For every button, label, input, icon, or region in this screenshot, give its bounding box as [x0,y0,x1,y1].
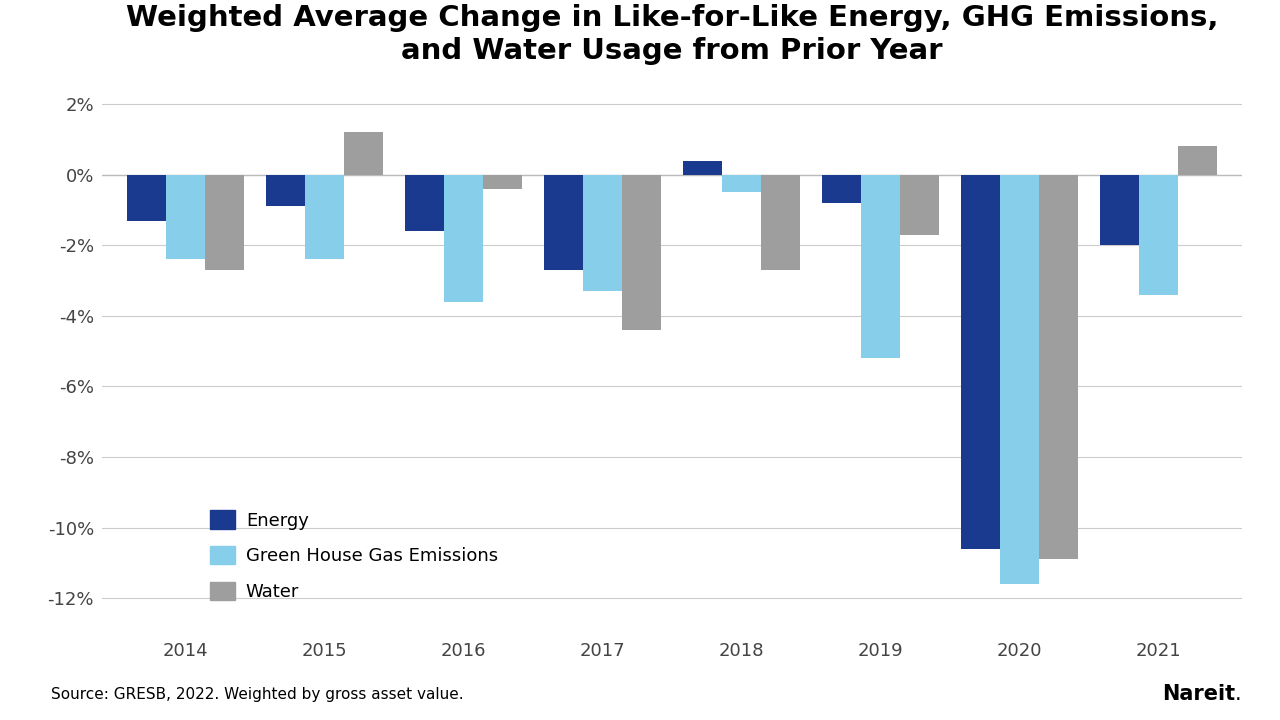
Bar [961,175,1000,549]
Bar [266,175,305,207]
Bar [544,175,584,270]
Bar [822,175,861,203]
Bar [406,175,444,231]
Bar [305,175,344,259]
Text: .: . [1235,684,1242,704]
Bar [1039,175,1078,559]
Bar [760,175,800,270]
Bar [1178,146,1216,175]
Bar [1000,175,1039,584]
Bar [900,175,938,235]
Bar [684,161,722,175]
Bar [584,175,622,291]
Text: Nareit: Nareit [1162,684,1235,704]
Bar [128,175,166,220]
Title: Weighted Average Change in Like-for-Like Energy, GHG Emissions,
and Water Usage : Weighted Average Change in Like-for-Like… [125,4,1219,65]
Bar [483,175,522,189]
Text: Source: GRESB, 2022. Weighted by gross asset value.: Source: GRESB, 2022. Weighted by gross a… [51,687,463,702]
Bar [1100,175,1139,246]
Legend: Energy, Green House Gas Emissions, Water: Energy, Green House Gas Emissions, Water [202,503,506,608]
Bar [205,175,244,270]
Bar [861,175,900,359]
Bar [622,175,660,330]
Bar [166,175,205,259]
Bar [1139,175,1178,294]
Bar [444,175,483,302]
Bar [344,132,383,175]
Bar [722,175,760,192]
